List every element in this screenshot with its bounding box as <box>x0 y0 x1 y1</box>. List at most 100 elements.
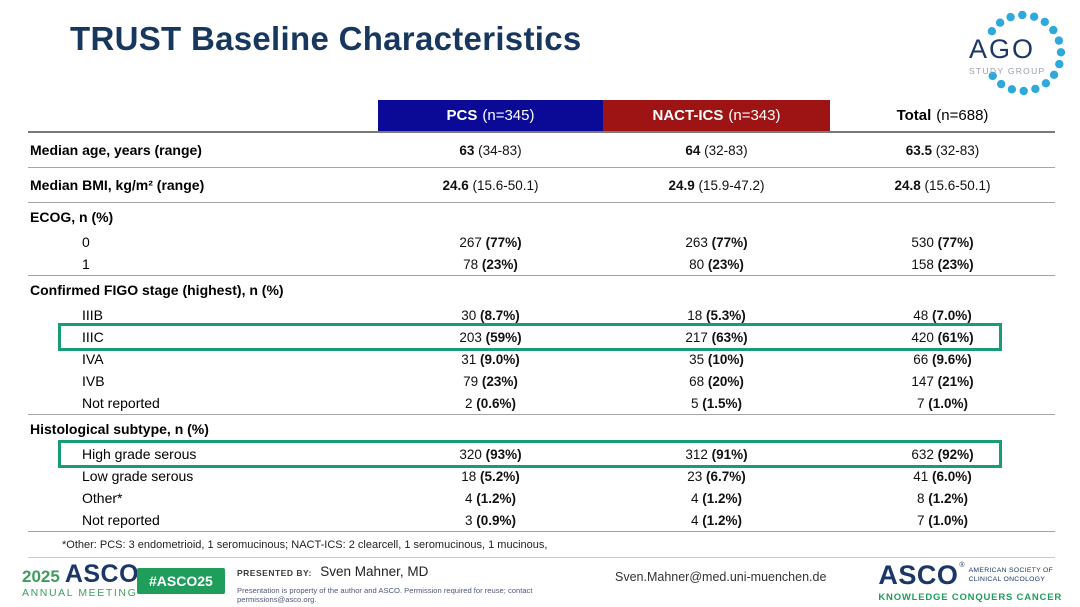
hashtag-badge: #ASCO25 <box>137 568 225 594</box>
table-row: 0 267 (77%) 263 (77%) 530 (77%) <box>28 231 1055 253</box>
row-label: Median BMI, kg/m² (range) <box>30 177 205 193</box>
cell-value: 24.9 (15.9-47.2) <box>668 177 765 193</box>
column-n: (n=345) <box>482 107 535 124</box>
cell-value: 23 (6.7%) <box>687 468 746 484</box>
row-label: Histological subtype, n (%) <box>30 421 209 437</box>
table-row: High grade serous 320 (93%) 312 (91%) 632 (… <box>28 440 1055 468</box>
row-label: Other* <box>82 490 123 506</box>
page-title: TRUST Baseline Characteristics <box>70 20 582 57</box>
cell-value: 217 (63%) <box>685 329 748 345</box>
row-label: Low grade serous <box>82 468 194 484</box>
table-row: Not reported 2 (0.6%) 5 (1.5%) 7 (1.0%) <box>28 392 1055 415</box>
column-header-pcs: PCS (n=345) <box>378 100 603 131</box>
footer: 2025 ASCO ® ANNUAL MEETING #ASCO25 PRESE… <box>0 555 1080 607</box>
ago-dots-icon <box>987 10 1066 96</box>
table-row: IIIB 30 (8.7%) 18 (5.3%) 48 (7.0%) <box>28 304 1055 326</box>
cell-value: 320 (93%) <box>459 446 522 462</box>
row-label: Not reported <box>82 512 160 528</box>
cell-value: 18 (5.3%) <box>687 307 746 323</box>
table-row: IIIC 203 (59%) 217 (63%) 420 (61%) <box>28 323 1055 351</box>
column-name: Total <box>896 107 932 124</box>
meeting-year: 2025 <box>22 567 60 586</box>
cell-value: 3 (0.9%) <box>464 512 517 528</box>
row-label: Not reported <box>82 395 160 411</box>
row-label: IIIB <box>82 307 104 323</box>
cell-value: 35 (10%) <box>689 351 744 367</box>
cell-value: 66 (9.6%) <box>913 351 972 367</box>
cell-value: 79 (23%) <box>463 373 518 389</box>
asco-society-logo: ASCO ® AMERICAN SOCIETY OF CLINICAL ONCO… <box>878 560 1062 603</box>
meeting-org: ASCO <box>64 560 140 588</box>
table-row: 1 78 (23%) 80 (23%) 158 (23%) <box>28 253 1055 276</box>
society-line2: CLINICAL ONCOLOGY <box>968 575 1046 583</box>
column-name: PCS <box>446 107 478 124</box>
cell-value: 632 (92%) <box>911 446 974 462</box>
meeting-subtitle: ANNUAL MEETING <box>22 587 138 599</box>
cell-value: 158 (23%) <box>911 256 974 272</box>
row-label: IVA <box>82 351 104 367</box>
cell-value: 420 (61%) <box>911 329 974 345</box>
cell-value: 203 (59%) <box>459 329 522 345</box>
cell-value: 7 (1.0%) <box>916 395 969 411</box>
cell-value: 263 (77%) <box>685 234 748 250</box>
cell-value: 18 (5.2%) <box>461 468 520 484</box>
table-row: IVA 31 (9.0%) 35 (10%) 66 (9.6%) <box>28 348 1055 370</box>
cell-value: 2 (0.6%) <box>464 395 517 411</box>
table-row: IVB 79 (23%) 68 (20%) 147 (21%) <box>28 370 1055 392</box>
asco-society-lines: AMERICAN SOCIETY OF CLINICAL ONCOLOGY <box>969 567 1054 584</box>
column-n: (n=688) <box>936 107 989 124</box>
cell-value: 7 (1.0%) <box>916 512 969 528</box>
column-name: NACT-ICS <box>652 107 724 124</box>
cell-value: 30 (8.7%) <box>461 307 520 323</box>
disclaimer-text: Presentation is property of the author a… <box>237 586 533 604</box>
cell-value: 48 (7.0%) <box>913 307 972 323</box>
ago-logo-text: AGO <box>969 34 1036 64</box>
table-row: ECOG, n (%) <box>28 203 1055 231</box>
cell-value: 24.8 (15.6-50.1) <box>894 177 991 193</box>
cell-value: 24.6 (15.6-50.1) <box>442 177 539 193</box>
presented-by-label: PRESENTED BY: <box>237 568 312 578</box>
asco-tagline: KNOWLEDGE CONQUERS CANCER <box>878 592 1062 603</box>
cell-value: 4 (1.2%) <box>690 490 743 506</box>
cell-value: 78 (23%) <box>463 256 518 272</box>
cell-value: 63.5 (32-83) <box>905 142 980 158</box>
cell-value: 80 (23%) <box>689 256 744 272</box>
cell-value: 64 (32-83) <box>685 142 748 158</box>
cell-value: 31 (9.0%) <box>461 351 520 367</box>
table-footnote: *Other: PCS: 3 endometrioid, 1 seromucin… <box>28 532 1055 558</box>
characteristics-table: PCS (n=345) NACT-ICS (n=343) Total (n=68… <box>28 100 1055 558</box>
cell-value: 41 (6.0%) <box>913 468 972 484</box>
row-label: High grade serous <box>82 446 197 462</box>
society-line1: AMERICAN SOCIETY OF <box>968 567 1054 575</box>
row-label: Median age, years (range) <box>30 142 202 158</box>
cell-value: 267 (77%) <box>459 234 522 250</box>
row-label: 1 <box>82 256 90 272</box>
row-label: IVB <box>82 373 105 389</box>
cell-value: 5 (1.5%) <box>690 395 743 411</box>
table-row: Histological subtype, n (%) <box>28 415 1055 443</box>
cell-value: 68 (20%) <box>689 373 744 389</box>
cell-value: 4 (1.2%) <box>464 490 517 506</box>
column-header-total: Total (n=688) <box>830 100 1055 131</box>
column-header-nact-ics: NACT-ICS (n=343) <box>603 100 830 131</box>
row-label: Confirmed FIGO stage (highest), n (%) <box>30 282 284 298</box>
cell-value: 147 (21%) <box>911 373 974 389</box>
cell-value: 312 (91%) <box>685 446 748 462</box>
table-row: Median BMI, kg/m² (range) 24.6 (15.6-50.1… <box>28 168 1055 203</box>
cell-value: 4 (1.2%) <box>690 512 743 528</box>
table-row: Other* 4 (1.2%) 4 (1.2%) 8 (1.2%) <box>28 487 1055 509</box>
ago-logo-subtitle: STUDY GROUP <box>969 66 1046 76</box>
registered-mark: ® <box>959 562 965 569</box>
row-label: IIIC <box>82 329 104 345</box>
ago-study-group-logo: AGO STUDY GROUP <box>966 6 1070 102</box>
table-body: Median age, years (range) 63 (34-83) 64 (3… <box>28 133 1055 532</box>
row-label: ECOG, n (%) <box>30 209 114 225</box>
presenter-email: Sven.Mahner@med.uni-muenchen.de <box>615 570 827 584</box>
header-spacer <box>28 100 378 131</box>
table-row: Low grade serous 18 (5.2%) 23 (6.7%) 41 (6.… <box>28 465 1055 487</box>
table-row: Not reported 3 (0.9%) 4 (1.2%) 7 (1.0%) <box>28 509 1055 532</box>
table-row: Median age, years (range) 63 (34-83) 64 (3… <box>28 133 1055 168</box>
row-label: 0 <box>82 234 90 250</box>
asco-logo-text: ASCO <box>878 560 959 590</box>
